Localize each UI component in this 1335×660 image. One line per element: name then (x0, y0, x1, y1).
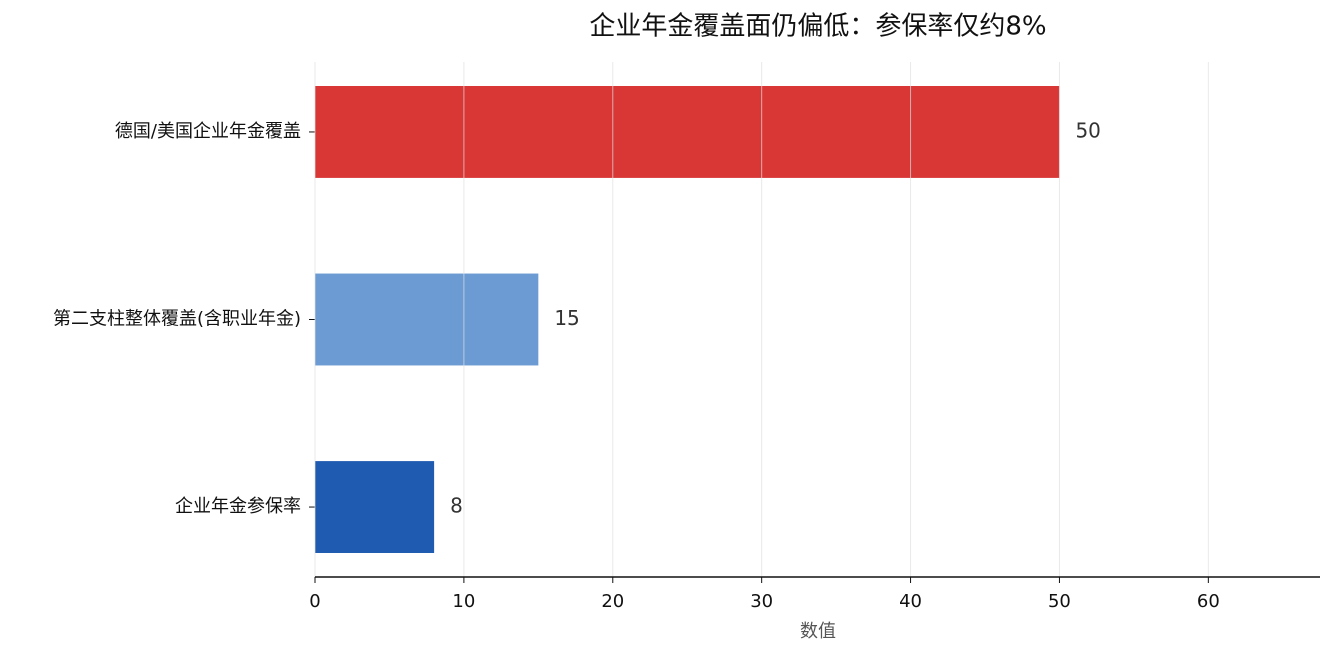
x-tick-label: 0 (309, 591, 320, 612)
x-tick-label: 40 (899, 591, 922, 612)
x-tick-label: 20 (601, 591, 624, 612)
value-label: 15 (554, 306, 579, 330)
x-tick-label: 60 (1197, 591, 1220, 612)
y-tick-label: 企业年金参保率 (175, 496, 301, 517)
bar (315, 86, 1060, 178)
value-label: 8 (450, 494, 463, 518)
value-label: 50 (1075, 118, 1100, 142)
x-tick-label: 50 (1048, 591, 1071, 612)
x-tick-label: 10 (452, 591, 475, 612)
bar (315, 461, 435, 553)
bar (315, 273, 539, 366)
y-tick-label: 德国/美国企业年金覆盖 (115, 121, 301, 142)
y-tick-label: 第二支柱整体覆盖(含职业年金) (53, 309, 301, 330)
x-axis-label: 数值 (800, 621, 836, 642)
x-tick-label: 30 (750, 591, 773, 612)
chart-title: 企业年金覆盖面仍偏低：参保率仅约8% (589, 12, 1046, 42)
